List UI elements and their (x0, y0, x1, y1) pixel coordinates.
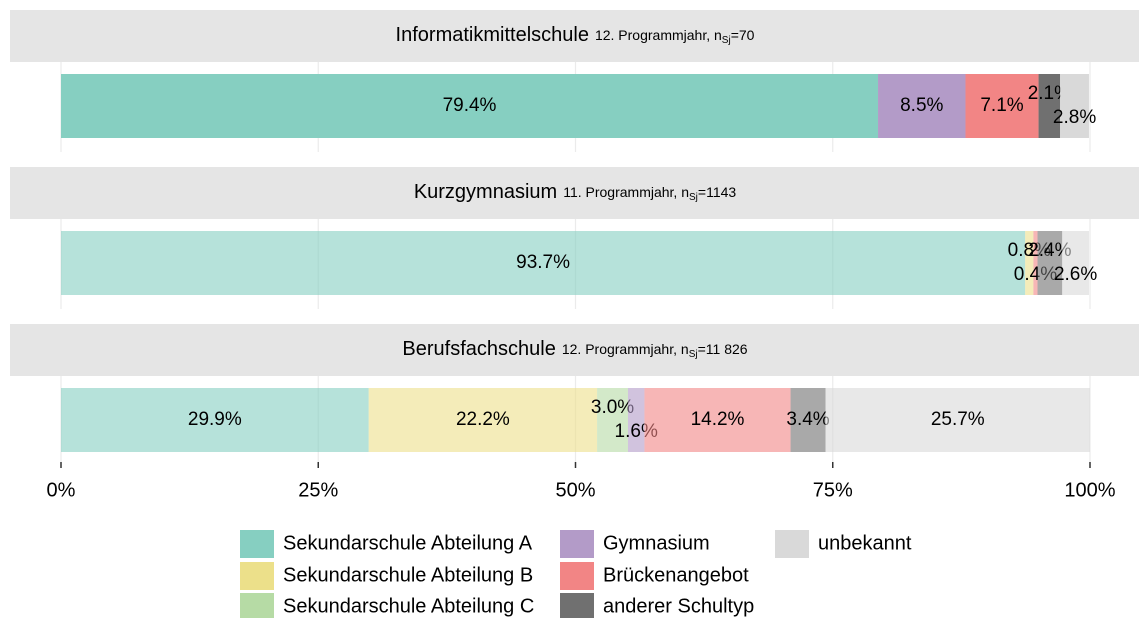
value-label: 25.7% (931, 409, 985, 430)
x-tick-label: 75% (813, 479, 853, 501)
legend-label: unbekannt (818, 532, 912, 554)
bar-segment (1033, 231, 1038, 295)
legend-label: Brückenangebot (603, 564, 749, 586)
facet-name: Informatikmittelschule (396, 24, 589, 46)
facet-strip (10, 167, 1139, 219)
facet-note: 11. Programmjahr, n (563, 184, 689, 200)
bar-segment (1060, 74, 1089, 138)
legend-swatch (240, 530, 274, 558)
bar-segment (61, 388, 369, 452)
bar-segment (368, 388, 598, 452)
bar-segment (1062, 231, 1089, 295)
value-label: 7.1% (980, 95, 1023, 116)
facet-sub: Sj (689, 192, 698, 203)
facet-title: Informatikmittelschule 12. Programmjahr, … (396, 24, 755, 46)
facet-note: 12. Programmjahr, n (595, 27, 722, 43)
legend-label: anderer Schultyp (603, 595, 754, 617)
value-label: 29.9% (188, 409, 242, 430)
bar-segment (597, 388, 628, 452)
x-tick-label: 0% (47, 479, 76, 501)
legend-swatch (560, 562, 594, 590)
facet-strip (10, 324, 1139, 376)
facet-name: Kurzgymnasium (414, 181, 557, 203)
value-label: 93.7% (516, 252, 570, 273)
bar-segment (878, 74, 966, 138)
facet-note: 12. Programmjahr, n (562, 341, 689, 357)
value-label: 2.8% (1053, 107, 1096, 128)
facet-sub: Sj (689, 349, 698, 360)
bar-segment (1037, 231, 1063, 295)
value-label: 2.6% (1054, 264, 1097, 285)
facet-name: Berufsfachschule (402, 338, 555, 360)
x-tick-label: 50% (555, 479, 595, 501)
value-label: 3.0% (591, 397, 634, 418)
value-label: 3.4% (786, 409, 829, 430)
legend-label: Sekundarschule Abteilung C (283, 595, 534, 617)
facet-title: Kurzgymnasium 11. Programmjahr, nSj=1143 (414, 181, 737, 203)
bar-segment (627, 388, 645, 452)
value-label: 14.2% (691, 409, 745, 430)
legend-label: Gymnasium (603, 532, 710, 554)
bar-segment (61, 231, 1026, 295)
facet-sub: Sj (722, 35, 731, 46)
legend-swatch (560, 530, 594, 558)
x-tick-label: 100% (1064, 479, 1115, 501)
bar-segment (61, 74, 879, 138)
facet-title: Berufsfachschule 12. Programmjahr, nSj=11… (402, 338, 747, 360)
value-label: 22.2% (456, 409, 510, 430)
bar-segment (1025, 231, 1034, 295)
facet-suffix: =11 826 (698, 341, 748, 357)
value-label: 2.4% (1028, 240, 1071, 261)
legend-label: Sekundarschule Abteilung A (283, 532, 533, 554)
bar-segment (1038, 74, 1061, 138)
value-label: 8.5% (900, 95, 943, 116)
legend-swatch (240, 593, 274, 621)
facet-suffix: =1143 (698, 184, 736, 200)
x-tick-label: 25% (298, 479, 338, 501)
bar-segment (644, 388, 791, 452)
legend-swatch (240, 562, 274, 590)
bar-segment (965, 74, 1039, 138)
legend-swatch (560, 593, 594, 621)
legend-label: Sekundarschule Abteilung B (283, 564, 533, 586)
bar-segment (825, 388, 1090, 452)
facet-strip (10, 10, 1139, 62)
facet-suffix: =70 (731, 27, 755, 43)
value-label: 79.4% (443, 95, 497, 116)
bar-segment (790, 388, 826, 452)
legend-swatch (775, 530, 809, 558)
